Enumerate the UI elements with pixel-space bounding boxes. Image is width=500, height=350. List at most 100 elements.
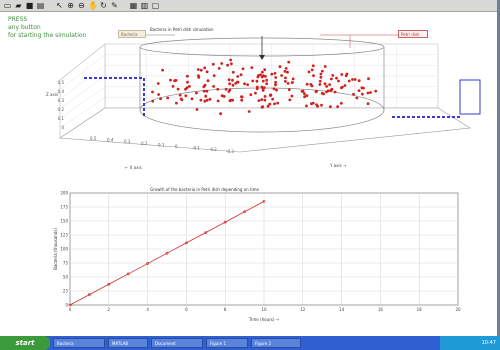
bacteria-point bbox=[362, 86, 365, 90]
x-tick-labels: 0.5 0.4 0.3 0.2 0.1 0 -0.1 -0.2 -0.3 bbox=[90, 136, 234, 154]
bacteria-point bbox=[315, 103, 318, 107]
bacteria-point bbox=[318, 79, 322, 83]
bacteria-point bbox=[205, 70, 209, 74]
zoom-out-icon[interactable]: ⊖ bbox=[78, 1, 85, 10]
growth-data-point bbox=[146, 262, 150, 265]
bacteria-point bbox=[284, 80, 287, 83]
bacteria-point bbox=[290, 94, 294, 98]
colorbar-icon[interactable]: ▥ bbox=[140, 1, 149, 10]
x-tick-label: 0.1 bbox=[158, 142, 165, 147]
x-tick-label: 4 bbox=[146, 307, 149, 312]
x-tick-label: 0.4 bbox=[107, 138, 114, 143]
bacteria-point bbox=[310, 102, 313, 106]
bacteria-point bbox=[287, 60, 291, 64]
growth-series-line bbox=[69, 201, 265, 306]
y-axis-label: Y axis → bbox=[330, 163, 347, 168]
bacteria-point bbox=[211, 62, 215, 66]
z-tick-labels: 0.5 0.4 0.3 0.2 0.1 0 bbox=[58, 80, 65, 130]
bacteria-point bbox=[204, 94, 208, 98]
bacteria-point bbox=[274, 80, 277, 84]
bacteria-point bbox=[329, 105, 332, 109]
bacteria-point bbox=[330, 77, 333, 81]
bacteria-point bbox=[325, 90, 328, 94]
bacteria-point bbox=[185, 86, 189, 89]
growth-series-points bbox=[68, 199, 266, 307]
bacteria-point bbox=[263, 95, 267, 98]
growth-data-point bbox=[126, 272, 130, 276]
bacteria-point bbox=[366, 91, 370, 95]
press-line-1: PRESS bbox=[8, 16, 28, 23]
bacteria-point bbox=[203, 83, 207, 87]
print-icon[interactable]: ▤ bbox=[36, 1, 45, 10]
legend-icon[interactable]: ▦ bbox=[129, 1, 138, 10]
bacteria-point bbox=[202, 89, 206, 93]
bacteria-point bbox=[251, 79, 255, 83]
data-cursor-icon[interactable]: ✎ bbox=[111, 1, 118, 10]
bacteria-point bbox=[243, 82, 246, 86]
z-axis-label: Z axis bbox=[46, 92, 59, 97]
petri-dish-note: Petri dish bbox=[398, 30, 428, 38]
bacteria-point bbox=[240, 98, 244, 102]
task-item-bacteria[interactable]: Bacteria bbox=[53, 338, 105, 348]
bacteria-point bbox=[288, 98, 292, 102]
task-item-document[interactable]: Document bbox=[151, 338, 203, 348]
y-tick-label: 150 bbox=[60, 219, 68, 224]
bacteria-point bbox=[340, 73, 344, 76]
task-item-matlab[interactable]: MATLAB bbox=[108, 338, 148, 348]
x-tick-label: 20 bbox=[455, 307, 461, 312]
bacteria-point bbox=[280, 74, 283, 77]
bacteria-point bbox=[229, 98, 233, 102]
growth-data-point bbox=[68, 303, 72, 307]
x-tick-label: -0.3 bbox=[226, 149, 234, 154]
zoom-in-icon[interactable]: ⊕ bbox=[67, 1, 74, 10]
y-tick-label: 175 bbox=[60, 205, 68, 210]
bacteria-point bbox=[309, 83, 313, 86]
bacteria-point bbox=[196, 68, 200, 71]
bacteria-point bbox=[337, 79, 340, 83]
bacteria-point bbox=[325, 85, 329, 88]
bacteria-point bbox=[287, 88, 291, 92]
windows-taskbar: start Bacteria MATLAB Document Figure 1 … bbox=[0, 336, 500, 350]
scatter-3d-plot[interactable]: 0.5 0.4 0.3 0.2 0.1 0 0.5 0.4 0.3 0.2 0.1 0 -0.1 -0.… bbox=[0, 0, 497, 180]
bacteria-point bbox=[246, 83, 250, 86]
bacteria-point bbox=[249, 93, 253, 96]
bacteria-note: Bacteria bbox=[118, 30, 146, 38]
bacteria-point bbox=[275, 88, 278, 92]
bacteria-point bbox=[229, 58, 233, 62]
x-tick-label: 0.3 bbox=[124, 139, 131, 144]
x-tick-label: 8 bbox=[224, 307, 227, 312]
x-tick-label: 10 bbox=[261, 307, 267, 312]
bacteria-point bbox=[357, 79, 361, 83]
task-item-figure-2[interactable]: Figure 2 bbox=[251, 338, 301, 348]
bacteria-point bbox=[203, 66, 207, 70]
hide-tools-icon[interactable]: ▢ bbox=[151, 1, 160, 10]
start-button[interactable]: start bbox=[0, 336, 50, 350]
bacteria-point bbox=[323, 65, 327, 68]
rotate-icon[interactable]: ↻ bbox=[100, 1, 107, 10]
blue-label-box bbox=[459, 79, 481, 115]
system-tray-clock: 10:47 bbox=[440, 336, 500, 350]
bacteria-point bbox=[320, 91, 324, 95]
select-arrow-icon[interactable]: ↖ bbox=[56, 1, 63, 10]
x-axis-label: ← X axis bbox=[125, 165, 142, 170]
bacteria-point bbox=[355, 96, 359, 100]
pan-icon[interactable]: ✋ bbox=[88, 1, 98, 10]
new-file-icon[interactable]: ▭ bbox=[3, 1, 12, 10]
side-grid-line bbox=[59, 86, 106, 119]
bacteria-point bbox=[367, 77, 370, 81]
bacteria-point bbox=[226, 63, 230, 67]
bacteria-point bbox=[224, 87, 228, 91]
open-file-icon[interactable]: ▰ bbox=[15, 1, 22, 10]
bacteria-point bbox=[344, 74, 348, 78]
growth-chart[interactable]: 0 2 4 6 8 10 12 14 16 18 20 0 25 50 75 100 125 150 175 200… bbox=[0, 0, 497, 336]
growth-y-ticks: 0 25 50 75 100 125 150 175 200 bbox=[60, 191, 68, 308]
bacteria-point bbox=[286, 70, 289, 74]
bacteria-point bbox=[264, 75, 267, 78]
bacteria-point bbox=[307, 70, 311, 74]
save-icon[interactable]: ■ bbox=[25, 1, 34, 10]
task-item-figure-1[interactable]: Figure 1 bbox=[206, 338, 248, 348]
bacteria-point bbox=[231, 83, 235, 87]
bacteria-point bbox=[197, 74, 200, 78]
y-tick-label: 125 bbox=[60, 233, 68, 238]
bacteria-point bbox=[255, 85, 259, 89]
